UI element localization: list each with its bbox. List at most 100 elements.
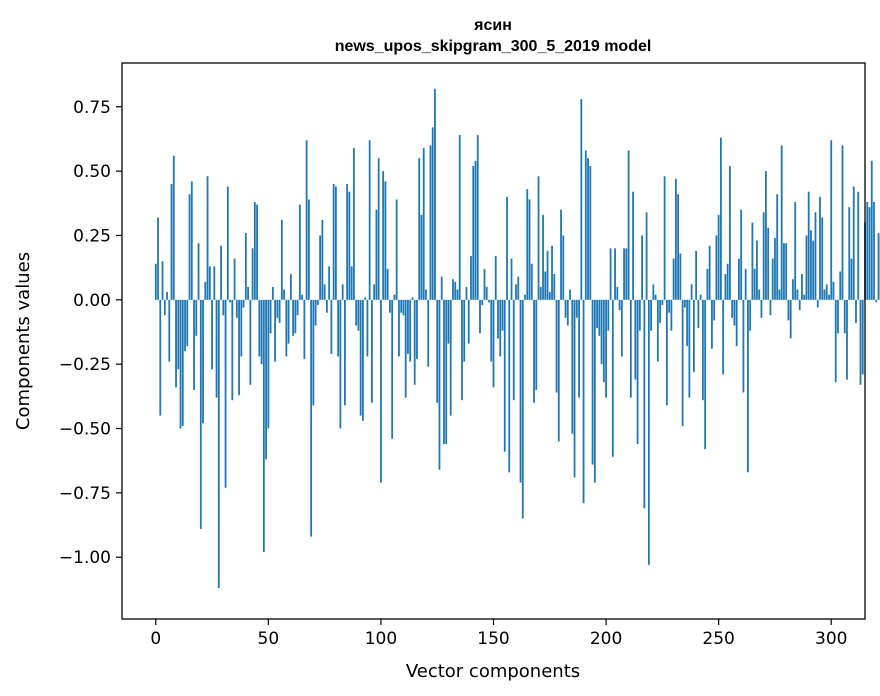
bar	[481, 299, 484, 305]
bar	[593, 299, 596, 483]
bar	[735, 299, 738, 347]
bar	[197, 243, 200, 300]
bar	[661, 299, 664, 305]
bar	[330, 299, 333, 354]
bar	[179, 299, 182, 429]
bar	[366, 299, 369, 357]
bar	[328, 266, 331, 300]
x-tick-label: 50	[258, 629, 280, 649]
bar	[683, 299, 686, 308]
bar	[526, 189, 529, 300]
bar	[298, 204, 301, 300]
bar	[819, 196, 821, 300]
bar	[501, 299, 504, 331]
bar	[796, 289, 799, 300]
bar	[643, 299, 646, 509]
bar	[711, 299, 713, 349]
bar	[494, 256, 497, 300]
bar	[310, 299, 313, 537]
bar	[350, 266, 353, 300]
bar	[837, 299, 839, 334]
bar	[598, 299, 601, 336]
bar	[206, 176, 209, 300]
bar	[515, 284, 517, 300]
bar	[283, 289, 286, 300]
x-tick-label: 200	[590, 629, 622, 649]
bar	[244, 232, 247, 300]
bar	[609, 248, 612, 300]
bar	[774, 238, 776, 300]
bar	[571, 299, 574, 434]
bar	[256, 204, 258, 300]
bar	[575, 299, 578, 318]
bar	[346, 183, 349, 300]
bar	[670, 299, 673, 331]
bar	[380, 299, 382, 483]
bar	[823, 289, 826, 300]
bar	[163, 299, 166, 316]
bar	[427, 299, 430, 367]
bar	[512, 299, 515, 401]
bar	[184, 299, 186, 352]
bar	[789, 299, 792, 339]
bar	[278, 299, 281, 323]
bar	[247, 286, 249, 300]
bar	[447, 299, 450, 344]
bar	[393, 294, 396, 300]
bar	[341, 284, 344, 300]
bar	[467, 299, 470, 344]
bar	[425, 289, 427, 300]
bar	[238, 299, 240, 396]
bar	[641, 235, 643, 300]
bar	[269, 299, 272, 334]
bar	[389, 299, 391, 313]
bar	[154, 263, 157, 300]
bar	[830, 140, 833, 300]
bar	[175, 299, 177, 388]
bar	[686, 299, 689, 347]
bar	[776, 194, 779, 300]
bar	[199, 299, 202, 529]
bar	[706, 268, 709, 300]
bar	[334, 186, 337, 300]
bar	[506, 196, 508, 300]
bar	[778, 289, 781, 300]
bar	[316, 299, 319, 305]
bar	[305, 140, 308, 300]
bar	[303, 299, 306, 360]
bar	[720, 137, 722, 300]
bar	[701, 299, 704, 401]
bar	[235, 299, 238, 318]
bar	[620, 299, 623, 357]
bar	[452, 279, 454, 300]
bar	[591, 299, 594, 465]
bar	[695, 250, 698, 300]
bar	[812, 240, 815, 300]
bar	[614, 248, 616, 300]
bar	[861, 299, 864, 375]
bar	[458, 135, 461, 300]
bar	[868, 207, 871, 300]
bar	[472, 165, 475, 300]
bar	[530, 263, 533, 300]
bar	[699, 294, 702, 300]
bar	[855, 299, 857, 323]
bar	[375, 209, 378, 300]
bar	[508, 299, 511, 473]
bar	[344, 299, 346, 406]
bar	[497, 299, 499, 339]
bar	[697, 299, 700, 329]
bar	[672, 258, 675, 300]
bar	[499, 299, 502, 357]
bar	[587, 158, 589, 300]
bar	[794, 202, 797, 300]
bar	[233, 258, 236, 300]
bar	[260, 299, 263, 365]
bar	[416, 299, 418, 360]
bar	[222, 299, 225, 316]
bar	[364, 297, 367, 300]
bar	[828, 294, 830, 300]
bar	[280, 220, 283, 300]
bar	[560, 209, 562, 300]
bar	[652, 284, 655, 300]
